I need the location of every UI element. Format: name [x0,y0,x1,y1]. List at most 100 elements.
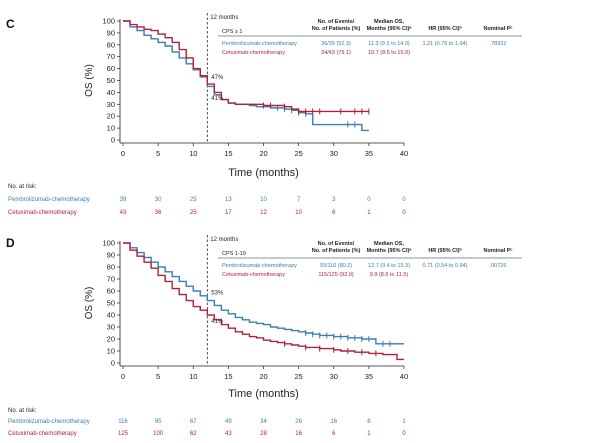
table-cell-events: 93/116 (80.2) [320,263,352,269]
at-risk-heading: No. at risk: [8,184,37,190]
at-risk-value: 0 [402,431,406,437]
y-tick-label: 0 [111,136,115,145]
y-axis-label: OS (%) [84,287,95,320]
landmark-value: 41% [211,96,224,102]
y-tick-label: 10 [107,347,115,356]
y-tick-label: 60 [107,287,115,296]
x-tick-label: 0 [121,372,125,381]
table-cell-p: .78932 [490,41,507,47]
at-risk-value: 7 [297,197,301,203]
y-tick-label: 30 [107,100,115,109]
x-tick-label: 10 [189,149,197,158]
at-risk-table: No. at risk: Pembrolizumab-chemotherapy 39… [8,184,406,216]
table-cell-events: 36/39 (92.3) [321,41,351,47]
at-risk-value: 26 [295,419,302,425]
table-header: Months (95% CI)ᵃ [367,248,413,254]
at-risk-value: 0 [402,210,406,216]
at-risk-value: 125 [118,431,129,437]
at-risk-value: 16 [330,419,337,425]
x-tick-label: 25 [294,149,302,158]
at-risk-value: 67 [190,419,197,425]
x-tick-label: 40 [400,149,408,158]
table-header: Nominal Pᶜ [484,248,513,254]
x-tick-label: 40 [400,372,408,381]
x-tick-label: 15 [224,372,232,381]
at-risk-value: 1 [367,210,371,216]
x-tick-label: 0 [121,149,125,158]
table-cell-events: 115/125 (92.0) [318,272,354,278]
at-risk-value: 36 [155,210,162,216]
panel-letter: C [6,17,15,31]
y-tick-label: 40 [107,311,115,320]
x-tick-label: 5 [156,149,160,158]
table-header: No. of Patients (%) [312,248,361,254]
landmark-value: 53% [211,290,224,296]
landmark-label: 12 months [210,15,238,21]
table-row-name: Pembrolizumab-chemotherapy [222,41,297,47]
y-tick-label: 90 [107,28,115,37]
at-risk-row-name: Pembrolizumab-chemotherapy [8,419,90,425]
at-risk-value: 13 [225,197,232,203]
y-tick-label: 50 [107,76,115,85]
table-row-name: Pembrolizumab-chemotherapy [222,263,297,269]
at-risk-value: 1 [402,419,406,425]
table-cell-p: .00726 [490,263,507,269]
at-risk-value: 1 [367,431,371,437]
table-cell-median: 12.7 (9.4 to 15.3) [368,263,410,269]
x-tick-label: 5 [156,372,160,381]
series-line-pembrolizumab [123,20,369,132]
at-risk-row-name: Cetuximab-chemotherapy [8,431,77,437]
y-tick-label: 40 [107,88,115,97]
y-axis-label: OS (%) [84,64,95,97]
y-tick-label: 80 [107,263,115,272]
table-cell-hr: 1.21 (0.76 to 1.94) [423,41,468,47]
table-cell-hr: 0.71 (0.54 to 0.94) [423,263,468,269]
x-tick-label: 20 [259,149,267,158]
y-tick-label: 100 [102,239,115,248]
y-tick-label: 70 [107,52,115,61]
at-risk-value: 116 [118,419,128,425]
y-tick-label: 30 [107,323,115,332]
at-risk-value: 6 [332,431,336,437]
at-risk-value: 100 [153,431,164,437]
x-tick-label: 30 [330,149,338,158]
y-tick-label: 20 [107,112,115,121]
y-tick-label: 80 [107,40,115,49]
at-risk-value: 43 [225,431,232,437]
x-tick-label: 15 [224,149,232,158]
table-header: No. of Events/ [318,19,355,25]
at-risk-row-name: Pembrolizumab-chemotherapy [8,197,90,203]
at-risk-value: 62 [190,431,197,437]
y-tick-label: 70 [107,275,115,284]
landmark-label: 12 months [210,237,238,243]
y-tick-label: 50 [107,299,115,308]
x-tick-label: 20 [259,372,267,381]
series-line-cetuximab [123,20,369,113]
y-tick-label: 10 [107,124,115,133]
table-header: Months (95% CI)ᵃ [367,26,413,32]
y-tick-label: 0 [111,359,115,368]
panel-letter: D [6,236,15,250]
x-tick-label: 25 [294,372,302,381]
table-header: No. of Events/ [318,241,355,247]
x-axis-label: Time (months) [228,388,299,400]
x-tick-label: 30 [330,372,338,381]
y-tick-label: 100 [102,17,115,26]
at-risk-value: 10 [295,210,302,216]
at-risk-value: 12 [260,210,267,216]
at-risk-value: 17 [225,210,232,216]
at-risk-value: 28 [260,431,267,437]
y-tick-label: 90 [107,251,115,260]
at-risk-heading: No. at risk: [8,408,37,414]
at-risk-value: 6 [332,210,336,216]
at-risk-value: 0 [367,197,371,203]
summary-table: CPS ≥ 1 No. of Events/No. of Patients (%)… [218,19,522,56]
table-header: No. of Patients (%) [312,26,361,32]
at-risk-value: 16 [295,431,302,437]
at-risk-value: 43 [120,210,127,216]
y-tick-label: 20 [107,335,115,344]
at-risk-value: 25 [190,210,197,216]
